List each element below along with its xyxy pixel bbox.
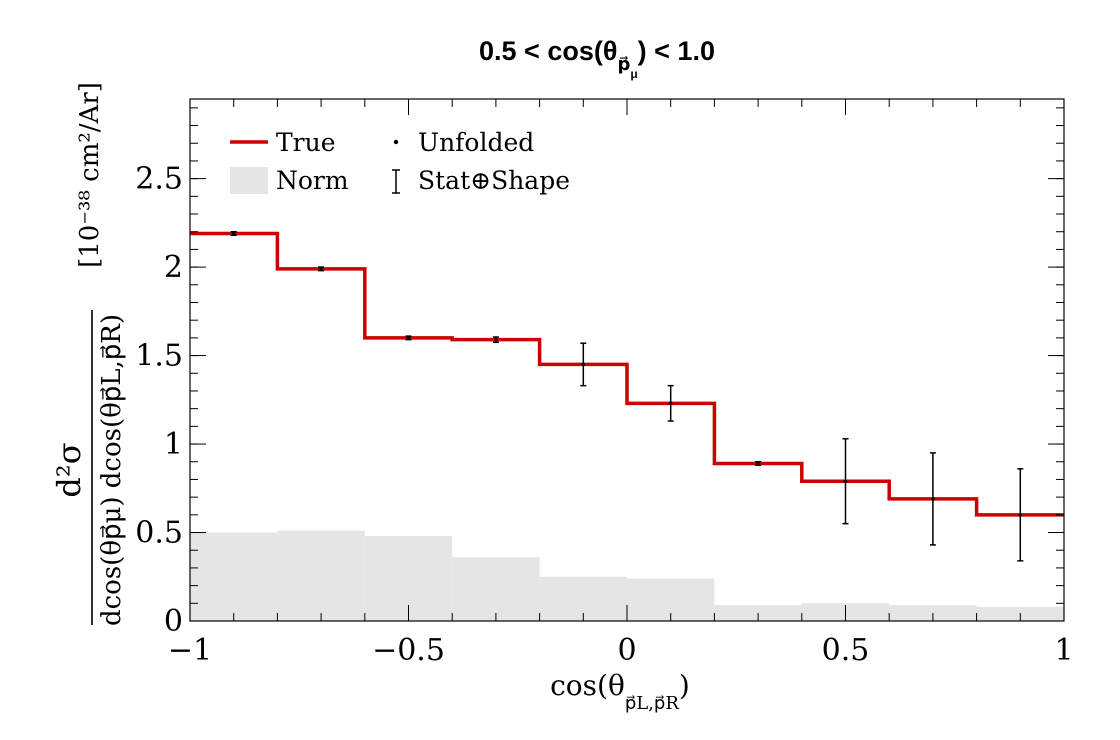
y-axis-label: d²σ dcos(θp⃗μ) dcos(θp⃗L,p⃗R) [10⁻³⁸ cm²… xyxy=(50,82,127,626)
y-label-numerator: d²σ xyxy=(50,442,88,497)
norm-bar xyxy=(277,530,365,621)
unfolded-point xyxy=(1017,468,1024,562)
x-tick-label: 0.5 xyxy=(822,633,870,668)
data-marker xyxy=(756,461,760,466)
legend-unfolded-label: Unfolded xyxy=(418,128,534,157)
unfolded-point xyxy=(318,266,325,272)
data-marker xyxy=(494,337,498,342)
legend-norm-label: Norm xyxy=(276,166,349,195)
unfolded-point xyxy=(842,437,849,525)
x-tick-label: −1 xyxy=(168,633,212,668)
data-marker xyxy=(581,362,586,367)
legend-true-label: True xyxy=(276,128,336,157)
unfolded-point xyxy=(230,230,237,237)
y-tick-label: 0 xyxy=(164,604,183,639)
data-marker xyxy=(931,497,935,501)
y-label-unit: [10⁻³⁸ cm²/Ar] xyxy=(75,82,105,268)
y-tick-label: 1.5 xyxy=(135,339,183,374)
chart-title: 0.5 < cos(θp⃗μ) < 1.0 xyxy=(479,36,715,81)
legend-errorbar-symbol xyxy=(392,169,400,194)
y-tick-labels: 0 0.5 1 1.5 2 2.5 xyxy=(135,162,183,639)
unfolded-point xyxy=(580,342,587,387)
unfolded-point xyxy=(929,452,936,546)
data-marker xyxy=(319,267,323,271)
tick-layer xyxy=(189,99,1065,622)
unfolded-point xyxy=(492,336,499,344)
data-marker xyxy=(1018,513,1023,517)
y-label-denominator: dcos(θp⃗μ) dcos(θp⃗L,p⃗R) xyxy=(97,314,127,626)
unfolded-point xyxy=(755,460,762,467)
norm-bar xyxy=(190,532,278,621)
y-tick-label: 2 xyxy=(164,250,183,285)
y-tick-label: 2.5 xyxy=(135,162,183,197)
legend-unfolded-symbol xyxy=(393,139,399,145)
data-marker xyxy=(843,479,848,484)
norm-bar xyxy=(452,557,540,621)
y-tick-label: 1 xyxy=(164,427,183,462)
legend-stat-shape-label: Stat⊕Shape xyxy=(418,166,570,195)
legend-norm-symbol xyxy=(230,167,268,194)
unfolded-point xyxy=(405,335,412,341)
data-marker xyxy=(231,231,236,236)
legend: True Unfolded Norm Stat⊕Shape xyxy=(230,128,570,195)
x-axis-label: cos(θp⃗L,p⃗R) xyxy=(550,669,690,714)
y-tick-label: 0.5 xyxy=(135,516,183,551)
x-tick-label: 0 xyxy=(617,633,636,668)
x-tick-label: 1 xyxy=(1054,633,1073,668)
unfolded-point xyxy=(667,384,674,422)
true-step-line xyxy=(190,231,1064,517)
true-layer xyxy=(190,231,1064,517)
unfolded-layer xyxy=(230,230,1024,562)
data-marker xyxy=(406,336,411,340)
x-tick-labels: −1 −0.5 0 0.5 1 xyxy=(168,633,1074,668)
data-marker xyxy=(668,401,673,406)
x-tick-label: −0.5 xyxy=(372,633,445,668)
